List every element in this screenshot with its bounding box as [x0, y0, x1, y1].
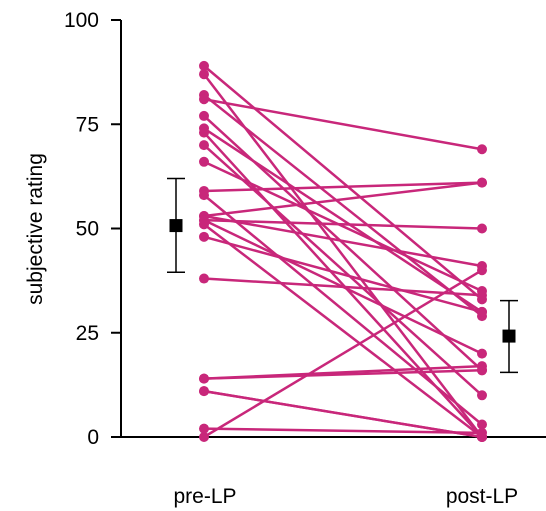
post-point	[477, 223, 487, 234]
pair-line	[203, 369, 483, 380]
category-labels: pre-LP post-LP	[173, 485, 518, 508]
category-label-post: post-LP	[446, 485, 518, 508]
paired-points	[199, 60, 487, 442]
post-mean-marker	[502, 329, 516, 343]
post-point	[477, 177, 487, 188]
y-tick-label: 0	[87, 426, 99, 449]
pair-line	[203, 235, 483, 314]
pair-line	[203, 64, 483, 301]
pre-point	[199, 190, 209, 201]
post-point	[477, 348, 487, 359]
post-point	[477, 144, 487, 155]
pair-line	[203, 214, 483, 268]
y-axis-label: subjective rating	[24, 153, 47, 305]
post-point	[477, 427, 487, 438]
pair-line	[203, 389, 483, 439]
pre-point	[199, 69, 209, 80]
pair-line	[203, 94, 483, 318]
pre-point	[199, 273, 209, 284]
post-point	[477, 290, 487, 301]
pair-line	[203, 181, 483, 218]
pre-point	[199, 373, 209, 384]
pre-point	[199, 94, 209, 105]
pre-point	[199, 231, 209, 242]
pair-line	[203, 97, 483, 151]
pair-line	[203, 127, 483, 313]
post-point	[477, 419, 487, 430]
pair-line	[203, 181, 483, 193]
pair-line	[203, 269, 483, 439]
pair-line	[203, 73, 483, 438]
pre-point	[199, 127, 209, 138]
y-tick-label: 75	[76, 113, 99, 136]
pair-line	[203, 194, 483, 426]
y-tick-label: 100	[64, 9, 99, 32]
paired-lines	[203, 64, 483, 439]
pair-line	[203, 144, 483, 397]
y-tick-label: 25	[76, 322, 99, 345]
pre-point	[199, 140, 209, 151]
pre-point	[199, 156, 209, 167]
post-point	[477, 265, 487, 276]
pair-line	[203, 218, 483, 230]
pre-point	[199, 110, 209, 121]
pair-line	[203, 160, 483, 293]
y-tick-label: 50	[76, 218, 99, 241]
post-point	[477, 306, 487, 317]
pre-mean-marker	[169, 219, 183, 233]
category-label-pre: pre-LP	[173, 485, 236, 508]
pair-line	[203, 427, 483, 435]
pre-point	[199, 386, 209, 397]
summary-marks	[167, 177, 518, 374]
pre-point	[199, 432, 209, 442]
pre-point	[199, 423, 209, 434]
y-ticks: 0 25 50 75 100	[64, 9, 121, 449]
pre-point	[199, 60, 209, 71]
post-point	[477, 365, 487, 376]
pre-point	[199, 219, 209, 230]
pair-line	[203, 223, 483, 438]
pair-line	[203, 277, 483, 297]
post-point	[477, 390, 487, 401]
axes: 0 25 50 75 100 subjective rating	[24, 9, 546, 449]
